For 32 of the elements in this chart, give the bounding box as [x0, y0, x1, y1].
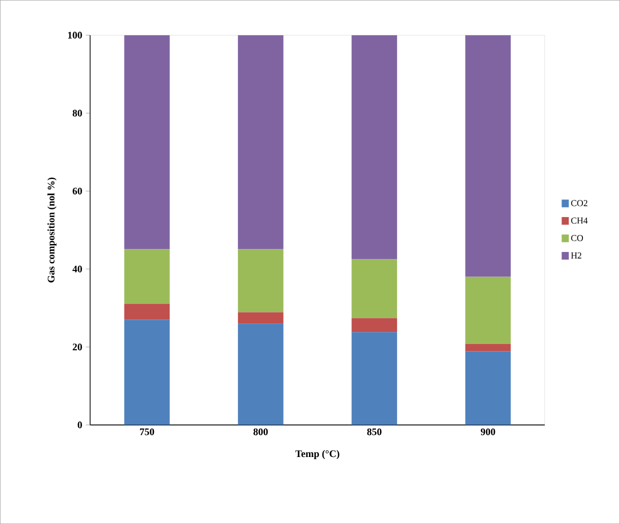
bar: [352, 35, 398, 260]
legend-label: CH4: [571, 218, 588, 224]
bar: [465, 276, 511, 344]
bar: [465, 344, 511, 352]
legend-label: CO: [571, 235, 583, 242]
legend-label: CO2: [571, 200, 588, 206]
bar: [352, 318, 398, 332]
bar: [465, 35, 511, 277]
y-tick-label: 100: [68, 32, 82, 39]
x-tick-label: 850: [367, 428, 382, 436]
legend-label: H2: [571, 252, 582, 258]
x-tick-label: 800: [253, 428, 268, 436]
bar: [238, 312, 284, 324]
x-tick-label: 900: [480, 428, 496, 436]
bar: [124, 35, 170, 250]
bar: [352, 332, 398, 425]
y-tick-label: 0: [78, 422, 82, 428]
y-tick-label: 60: [72, 188, 82, 194]
bar: [238, 324, 284, 425]
bar: [124, 304, 170, 320]
bar: [124, 320, 170, 425]
y-tick-label: 40: [72, 266, 82, 272]
y-tick-label: 80: [72, 110, 82, 116]
x-axis-title: Temp (°C): [295, 450, 340, 460]
x-tick-label: 750: [140, 428, 154, 436]
y-axis-title: Gas composition (nol %): [47, 178, 56, 282]
bar: [352, 259, 398, 318]
bar: [238, 249, 284, 312]
y-tick-label: 20: [72, 344, 82, 350]
bar: [465, 351, 511, 425]
bar: [124, 249, 170, 304]
bar: [238, 35, 284, 250]
